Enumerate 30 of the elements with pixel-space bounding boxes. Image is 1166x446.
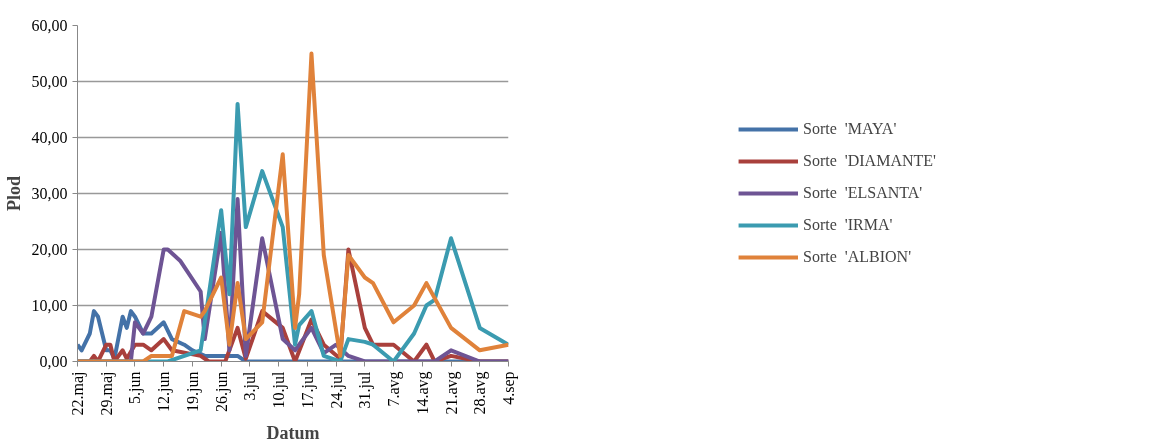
x-tick-label: 4.sep (500, 371, 518, 405)
x-tick-label: 29.maj (97, 371, 116, 416)
legend-label: Sorte 'ALBION' (803, 248, 912, 266)
x-tick-label: 24.jul (327, 370, 346, 409)
legend-label: Sorte 'DIAMANTE' (803, 152, 936, 170)
y-tick-label: 30,00 (31, 185, 68, 202)
x-tick-label: 28.avg (471, 371, 490, 415)
x-axis-title: Datum (266, 423, 320, 444)
x-tick-label: 10.jul (270, 370, 289, 409)
x-tick-label: 17.jul (298, 370, 317, 409)
y-tick-label: 20,00 (31, 241, 68, 258)
y-tick-label: 60,00 (31, 17, 68, 34)
legend-label: Sorte 'ELSANTA' (803, 184, 923, 202)
x-tick-label: 26.jun (212, 371, 231, 412)
x-tick-label: 19.jun (183, 371, 202, 412)
x-tick-label: 21.avg (442, 371, 461, 415)
legend-label: Sorte 'MAYA' (803, 120, 897, 138)
x-tick-label: 3.jul (241, 370, 260, 401)
y-tick-label: 0,00 (39, 353, 68, 370)
x-tick-label: 12.jun (155, 371, 174, 412)
legend-label: Sorte 'IRMA' (803, 216, 893, 234)
x-tick-label: 22.maj (69, 371, 87, 416)
y-tick-label: 50,00 (31, 73, 68, 90)
y-axis-title: Plod (3, 175, 24, 211)
y-tick-label: 40,00 (31, 129, 68, 146)
x-tick-label: 5.jun (126, 371, 145, 404)
x-tick-label: 31.jul (356, 370, 375, 409)
x-tick-label: 14.avg (413, 371, 432, 415)
y-tick-label: 10,00 (31, 297, 68, 314)
x-tick-label: 7.avg (385, 371, 404, 407)
